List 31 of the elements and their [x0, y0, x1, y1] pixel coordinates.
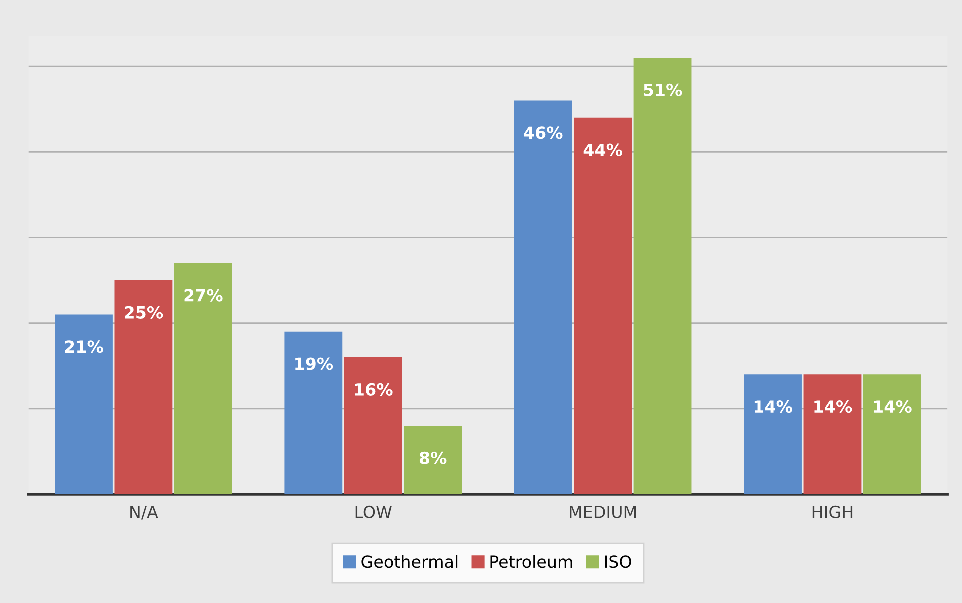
- bar: [863, 374, 922, 494]
- data-label: 51%: [644, 84, 682, 96]
- bar: [804, 374, 862, 494]
- bar: [574, 118, 632, 494]
- x-tick-label: HIGH: [812, 506, 853, 518]
- data-label: 19%: [296, 358, 334, 370]
- legend-label: Petroleum: [490, 555, 572, 568]
- bar: [404, 426, 462, 494]
- x-tick-label: MEDIUM: [570, 506, 636, 518]
- legend-label: ISO: [605, 556, 632, 568]
- legend-label: Geothermal: [362, 555, 458, 568]
- data-label: 14%: [814, 400, 852, 414]
- bar: [284, 332, 343, 494]
- bar: [114, 280, 173, 494]
- data-label: 14%: [874, 400, 912, 414]
- data-label: 16%: [355, 383, 393, 396]
- x-tick-label: N/A: [130, 506, 158, 520]
- data-label: 44%: [584, 144, 622, 156]
- x-tick-label: LOW: [356, 506, 392, 518]
- bar: [344, 358, 402, 494]
- bar: [55, 314, 113, 494]
- bar: [634, 58, 692, 494]
- data-label: 21%: [65, 340, 104, 354]
- data-label: 25%: [125, 306, 164, 319]
- bar: [514, 100, 572, 494]
- bar: [174, 263, 232, 494]
- data-label: 8%: [420, 452, 447, 464]
- data-label: 27%: [184, 289, 223, 302]
- data-label: 14%: [754, 400, 792, 414]
- bar: [744, 374, 802, 494]
- data-label: 46%: [524, 126, 563, 140]
